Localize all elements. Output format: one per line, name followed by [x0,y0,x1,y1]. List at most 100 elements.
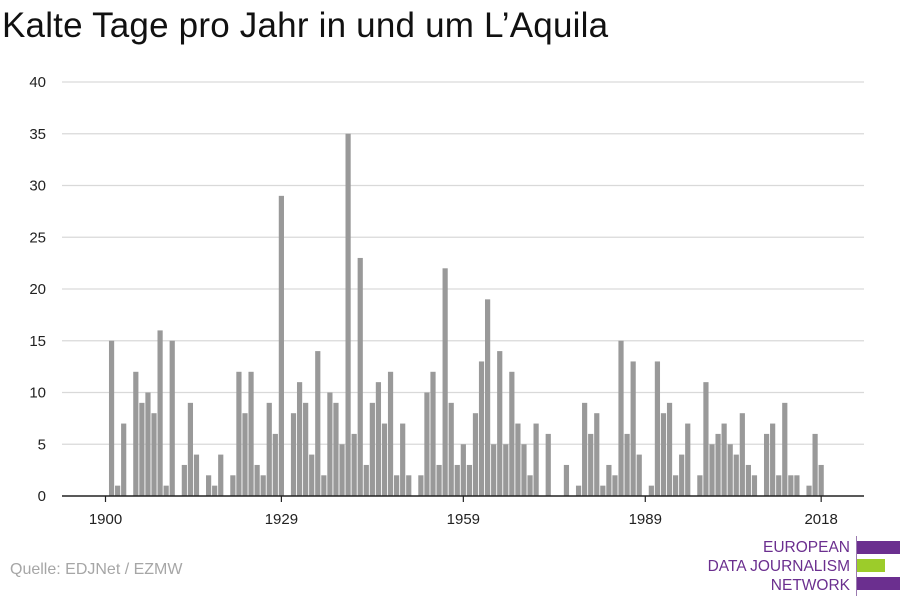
bar-1927 [266,402,272,496]
bar-1949 [400,423,406,496]
bar-1979 [582,402,588,496]
bar-1907 [145,392,151,496]
bar-1909 [157,330,163,496]
bar-1934 [309,454,315,496]
bar-2006 [745,464,751,496]
logo-bar-middle [857,559,885,572]
bar-1981 [594,413,600,496]
bar-1999 [703,382,709,496]
y-tick-label-30: 30 [29,178,46,195]
bar-1936 [321,475,327,496]
bars [108,133,824,496]
bar-1937 [327,392,333,496]
bar-2007 [751,475,758,496]
bar-1947 [387,371,394,496]
bar-1942 [357,257,363,496]
bar-2017 [812,433,818,496]
bar-1985 [618,340,624,496]
bar-1913 [181,464,187,496]
bar-1984 [612,475,618,496]
bar-1961 [472,413,479,496]
bar-2000 [709,444,715,496]
y-tick-label-5: 5 [38,436,46,453]
bar-1903 [121,423,127,496]
bar-1919 [218,454,224,496]
bar-2013 [788,475,794,496]
bar-2003 [727,444,733,496]
bar-1978 [575,485,582,496]
bar-1955 [436,464,442,496]
bar-2016 [806,485,812,496]
bar-1915 [193,454,200,496]
x-tick-label-2018: 2018 [804,511,837,528]
bar-1948 [394,475,400,496]
bar-1980 [588,433,594,496]
bar-1918 [212,485,218,496]
bar-1954 [430,371,436,496]
bar-1938 [333,402,339,496]
source-note: Quelle: EDJNet / EZMW [10,561,183,578]
bar-2018 [818,464,824,496]
bar-1945 [375,382,382,496]
bar-1987 [630,361,636,496]
bar-1911 [169,340,175,496]
y-tick-label-25: 25 [29,229,46,246]
bar-1995 [679,454,685,496]
bar-1917 [206,475,212,496]
bar-2012 [782,402,788,496]
x-tick-label-1900: 1900 [89,511,122,528]
logo-line-european: EUROPEAN [763,539,850,556]
x-tick-label-1959: 1959 [447,511,480,528]
bar-1943 [363,464,369,496]
bar-1968 [515,423,521,496]
bar-2005 [739,413,745,496]
bar-1973 [545,433,551,496]
bar-1939 [339,444,345,496]
bar-1971 [533,423,539,496]
grid-lines [62,81,864,445]
logo-line-network: NETWORK [770,577,850,594]
bar-1921 [230,475,236,496]
logo-divider [856,536,857,596]
bar-1965 [497,351,503,496]
logo-bar-bottom [857,577,900,590]
bar-1905 [133,371,139,496]
bar-1901 [108,340,115,496]
y-tick-label-10: 10 [29,385,46,402]
bar-1960 [466,464,472,496]
bar-1982 [600,485,606,496]
bar-1976 [563,464,570,496]
bar-1935 [315,351,321,496]
bar-1953 [424,392,430,496]
bar-1958 [454,464,460,496]
y-tick-label-20: 20 [29,281,46,298]
x-tick-label-1929: 1929 [265,511,298,528]
bar-1908 [151,413,157,496]
bar-1922 [236,371,242,496]
bar-1946 [381,423,388,496]
bar-1914 [187,402,194,496]
bar-1902 [115,485,121,496]
bar-2014 [794,475,800,496]
bar-1928 [272,433,278,496]
bar-2009 [763,433,770,496]
bar-1906 [139,402,145,496]
bar-1988 [636,454,642,496]
bar-2011 [776,475,782,496]
bar-1962 [478,361,485,496]
bar-1931 [290,413,297,496]
edjnet-logo: EUROPEAN DATA JOURNALISM NETWORK [700,536,900,596]
bar-1992 [660,413,667,496]
bar-1998 [697,475,703,496]
bar-2010 [770,423,776,496]
bar-1966 [503,444,509,496]
bar-1996 [685,423,691,496]
bar-1956 [442,268,448,496]
bar-1983 [606,464,612,496]
bar-1910 [163,485,169,496]
bar-1952 [418,475,424,496]
bar-1933 [303,402,309,496]
bar-1991 [654,361,661,496]
bar-1940 [345,133,351,496]
